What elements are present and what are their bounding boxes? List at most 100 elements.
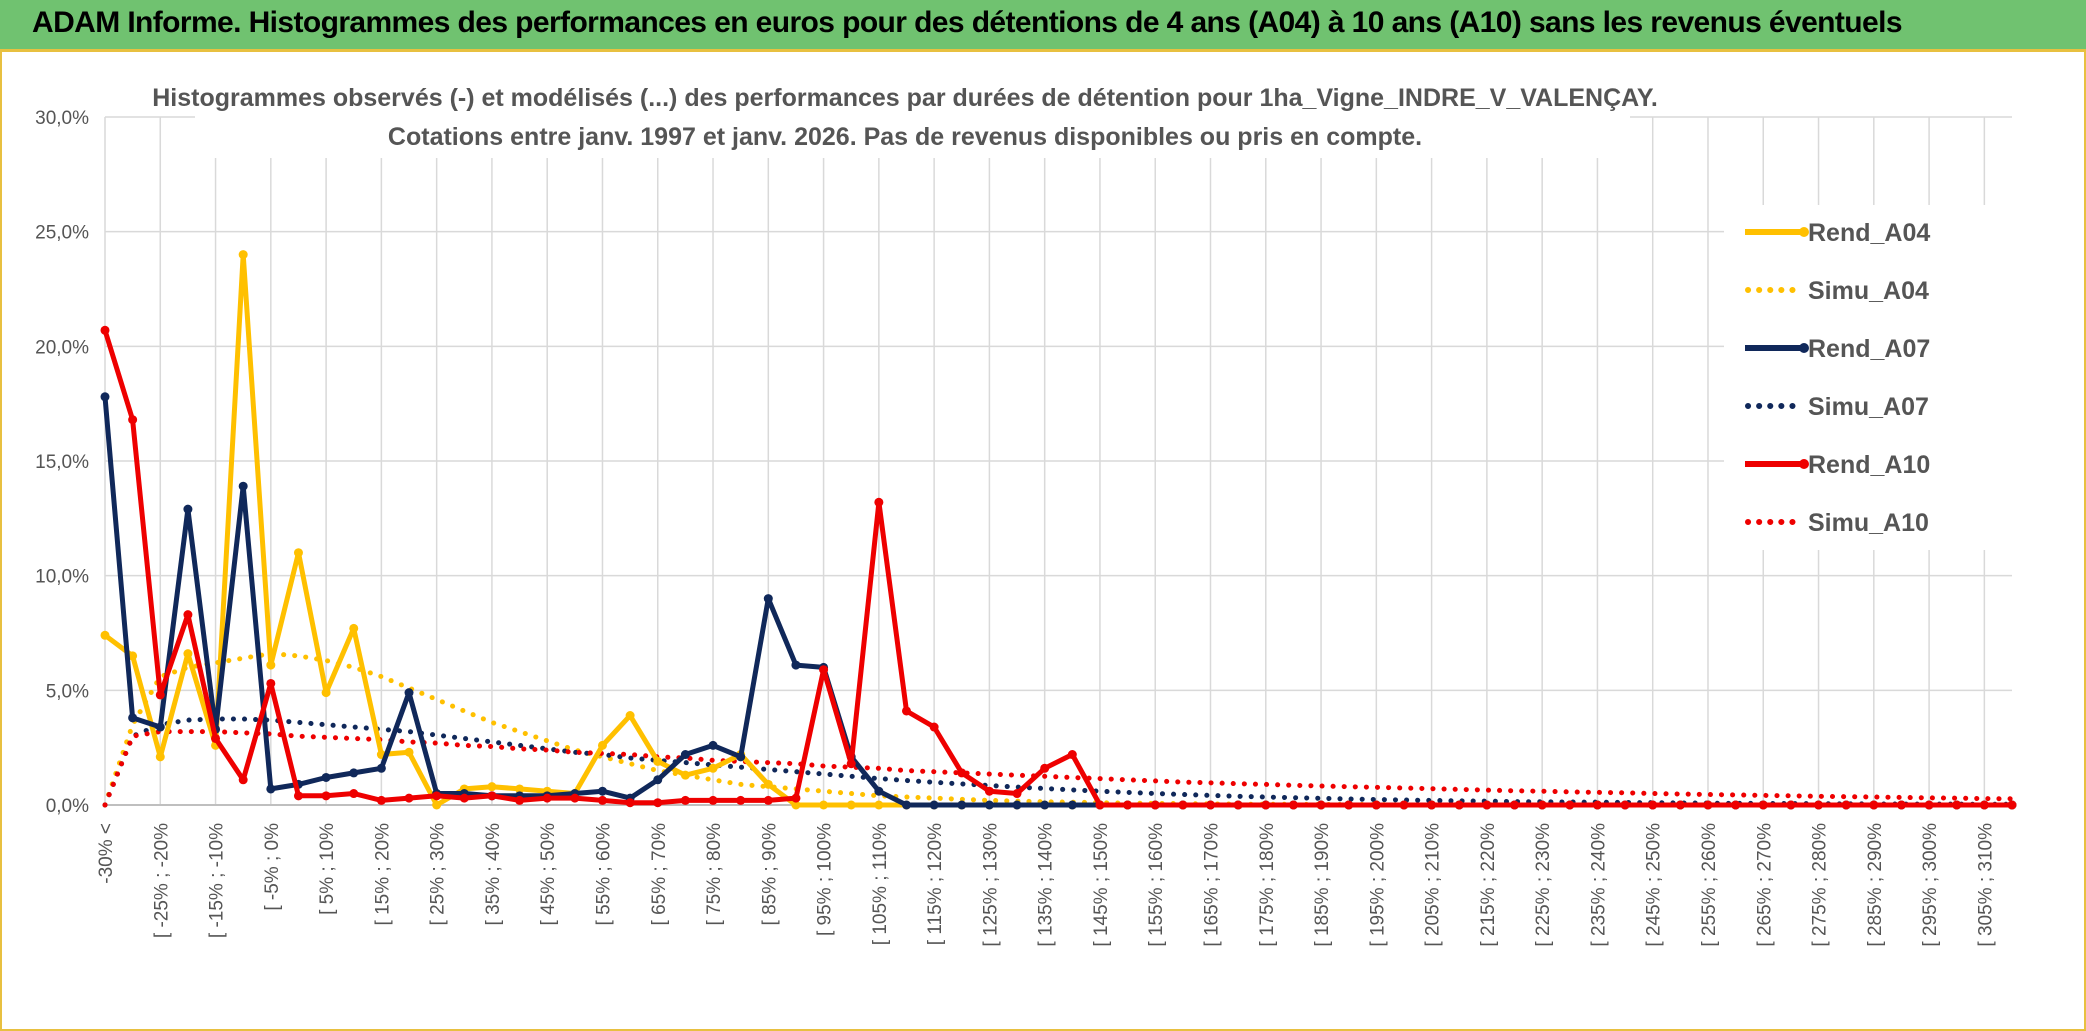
data-point-rend-a10 bbox=[1896, 800, 1906, 810]
data-point-rend-a10 bbox=[1371, 800, 1381, 810]
x-tick-label: [ 85% ; 90% bbox=[759, 823, 780, 926]
x-tick-label: [ 275% ; 280% bbox=[1810, 823, 1831, 947]
legend-marker-rend-a07 bbox=[1799, 343, 1809, 353]
legend-label-rend-a07: Rend_A07 bbox=[1808, 335, 1930, 363]
data-point-rend-a10 bbox=[349, 789, 359, 799]
data-point-rend-a10 bbox=[901, 706, 911, 716]
data-point-rend-a07 bbox=[874, 786, 884, 796]
data-point-rend-a10 bbox=[128, 415, 138, 425]
data-point-rend-a04 bbox=[321, 688, 331, 698]
x-tick-label: [ 95% ; 100% bbox=[815, 823, 836, 936]
data-point-rend-a04 bbox=[349, 623, 359, 633]
data-point-rend-a04 bbox=[680, 770, 690, 780]
x-tick-label: [ -25% ; -20% bbox=[151, 823, 172, 938]
data-point-rend-a10 bbox=[736, 795, 746, 805]
chart-title-backdrop bbox=[195, 74, 1630, 158]
y-tick-label: 20,0% bbox=[35, 337, 89, 358]
data-point-rend-a07 bbox=[736, 752, 746, 762]
data-point-rend-a10 bbox=[597, 795, 607, 805]
data-point-rend-a10 bbox=[1703, 800, 1713, 810]
data-point-rend-a10 bbox=[515, 795, 525, 805]
series-layer bbox=[100, 250, 2017, 810]
data-point-rend-a04 bbox=[791, 800, 801, 810]
data-point-rend-a10 bbox=[266, 678, 276, 688]
data-point-rend-a10 bbox=[1150, 800, 1160, 810]
data-point-rend-a07 bbox=[155, 722, 165, 732]
legend-box bbox=[1724, 205, 2012, 550]
x-tick-label: [ 265% ; 270% bbox=[1754, 823, 1775, 947]
x-tick-label: [ 255% ; 260% bbox=[1699, 823, 1720, 947]
data-point-rend-a10 bbox=[1786, 800, 1796, 810]
x-tick-label: [ 305% ; 310% bbox=[1975, 823, 1996, 947]
x-tick-label: [ 145% ; 150% bbox=[1091, 823, 1112, 947]
x-tick-label: [ 205% ; 210% bbox=[1423, 823, 1444, 947]
data-point-rend-a07 bbox=[763, 594, 773, 604]
x-tick-label: -30% < bbox=[96, 823, 117, 884]
data-point-rend-a10 bbox=[763, 795, 773, 805]
x-tick-label: [ 185% ; 190% bbox=[1312, 823, 1333, 947]
x-tick-label: [ 295% ; 300% bbox=[1920, 823, 1941, 947]
data-point-rend-a10 bbox=[1979, 800, 1989, 810]
data-point-rend-a10 bbox=[404, 793, 414, 803]
data-point-rend-a10 bbox=[1675, 800, 1685, 810]
data-point-rend-a07 bbox=[1012, 800, 1022, 810]
data-point-rend-a10 bbox=[238, 775, 248, 785]
axis-layer: 0,0% 5,0% 10,0% 15,0% 20,0% 25,0% 30,0% -30% < [… bbox=[35, 108, 2012, 947]
data-point-rend-a04 bbox=[625, 711, 635, 721]
data-point-rend-a07 bbox=[791, 660, 801, 670]
data-point-rend-a07 bbox=[984, 800, 994, 810]
x-tick-label: [ 225% ; 230% bbox=[1533, 823, 1554, 947]
data-point-rend-a07 bbox=[376, 763, 386, 773]
chart-title: Histogrammes observés (-) et modélisés (… bbox=[152, 84, 1658, 112]
data-point-rend-a10 bbox=[1427, 800, 1437, 810]
x-tick-label: [ 65% ; 70% bbox=[649, 823, 670, 926]
data-point-rend-a10 bbox=[1233, 800, 1243, 810]
data-point-rend-a04 bbox=[100, 630, 110, 640]
data-point-rend-a10 bbox=[680, 795, 690, 805]
chart-title-block: Histogrammes observés (-) et modélisés (… bbox=[152, 74, 1658, 158]
data-point-rend-a04 bbox=[266, 660, 276, 670]
x-tick-label: [ 25% ; 30% bbox=[428, 823, 449, 926]
data-point-rend-a10 bbox=[1344, 800, 1354, 810]
data-point-rend-a10 bbox=[1565, 800, 1575, 810]
data-point-rend-a10 bbox=[542, 793, 552, 803]
x-tick-label: [ 45% ; 50% bbox=[538, 823, 559, 926]
x-tick-label: [ -15% ; -10% bbox=[207, 823, 228, 938]
data-point-rend-a10 bbox=[1067, 750, 1077, 760]
chart-frame bbox=[0, 52, 2086, 1031]
data-point-rend-a04 bbox=[432, 800, 442, 810]
data-point-rend-a04 bbox=[155, 752, 165, 762]
data-point-rend-a10 bbox=[183, 610, 193, 620]
data-point-rend-a10 bbox=[929, 722, 939, 732]
x-tick-label: [ 155% ; 160% bbox=[1146, 823, 1167, 947]
data-point-rend-a10 bbox=[625, 798, 635, 808]
data-point-rend-a07 bbox=[321, 772, 331, 782]
legend-label-simu-a04: Simu_A04 bbox=[1808, 277, 1929, 305]
data-point-rend-a10 bbox=[1952, 800, 1962, 810]
data-point-rend-a10 bbox=[846, 759, 856, 769]
data-point-rend-a04 bbox=[515, 784, 525, 794]
data-point-rend-a10 bbox=[984, 786, 994, 796]
x-tick-label: [ 125% ; 130% bbox=[980, 823, 1001, 947]
x-tick-label: [ 245% ; 250% bbox=[1644, 823, 1665, 947]
data-point-rend-a04 bbox=[128, 651, 138, 661]
data-point-rend-a10 bbox=[1454, 800, 1464, 810]
data-point-rend-a07 bbox=[708, 740, 718, 750]
data-point-rend-a07 bbox=[183, 504, 193, 514]
x-tick-label: [ 15% ; 20% bbox=[372, 823, 393, 926]
data-point-rend-a07 bbox=[680, 750, 690, 760]
data-point-rend-a07 bbox=[128, 713, 138, 723]
data-point-rend-a07 bbox=[1040, 800, 1050, 810]
y-tick-label: 15,0% bbox=[35, 452, 89, 473]
data-point-rend-a07 bbox=[597, 786, 607, 796]
x-tick-label: [ 135% ; 140% bbox=[1036, 823, 1057, 947]
data-point-rend-a07 bbox=[653, 775, 663, 785]
data-point-rend-a10 bbox=[1178, 800, 1188, 810]
data-point-rend-a04 bbox=[597, 740, 607, 750]
data-point-rend-a10 bbox=[211, 733, 221, 743]
data-point-rend-a10 bbox=[432, 791, 442, 801]
x-tick-label: [ 175% ; 180% bbox=[1257, 823, 1278, 947]
data-point-rend-a10 bbox=[1012, 789, 1022, 799]
data-point-rend-a10 bbox=[1123, 800, 1133, 810]
data-point-rend-a07 bbox=[957, 800, 967, 810]
